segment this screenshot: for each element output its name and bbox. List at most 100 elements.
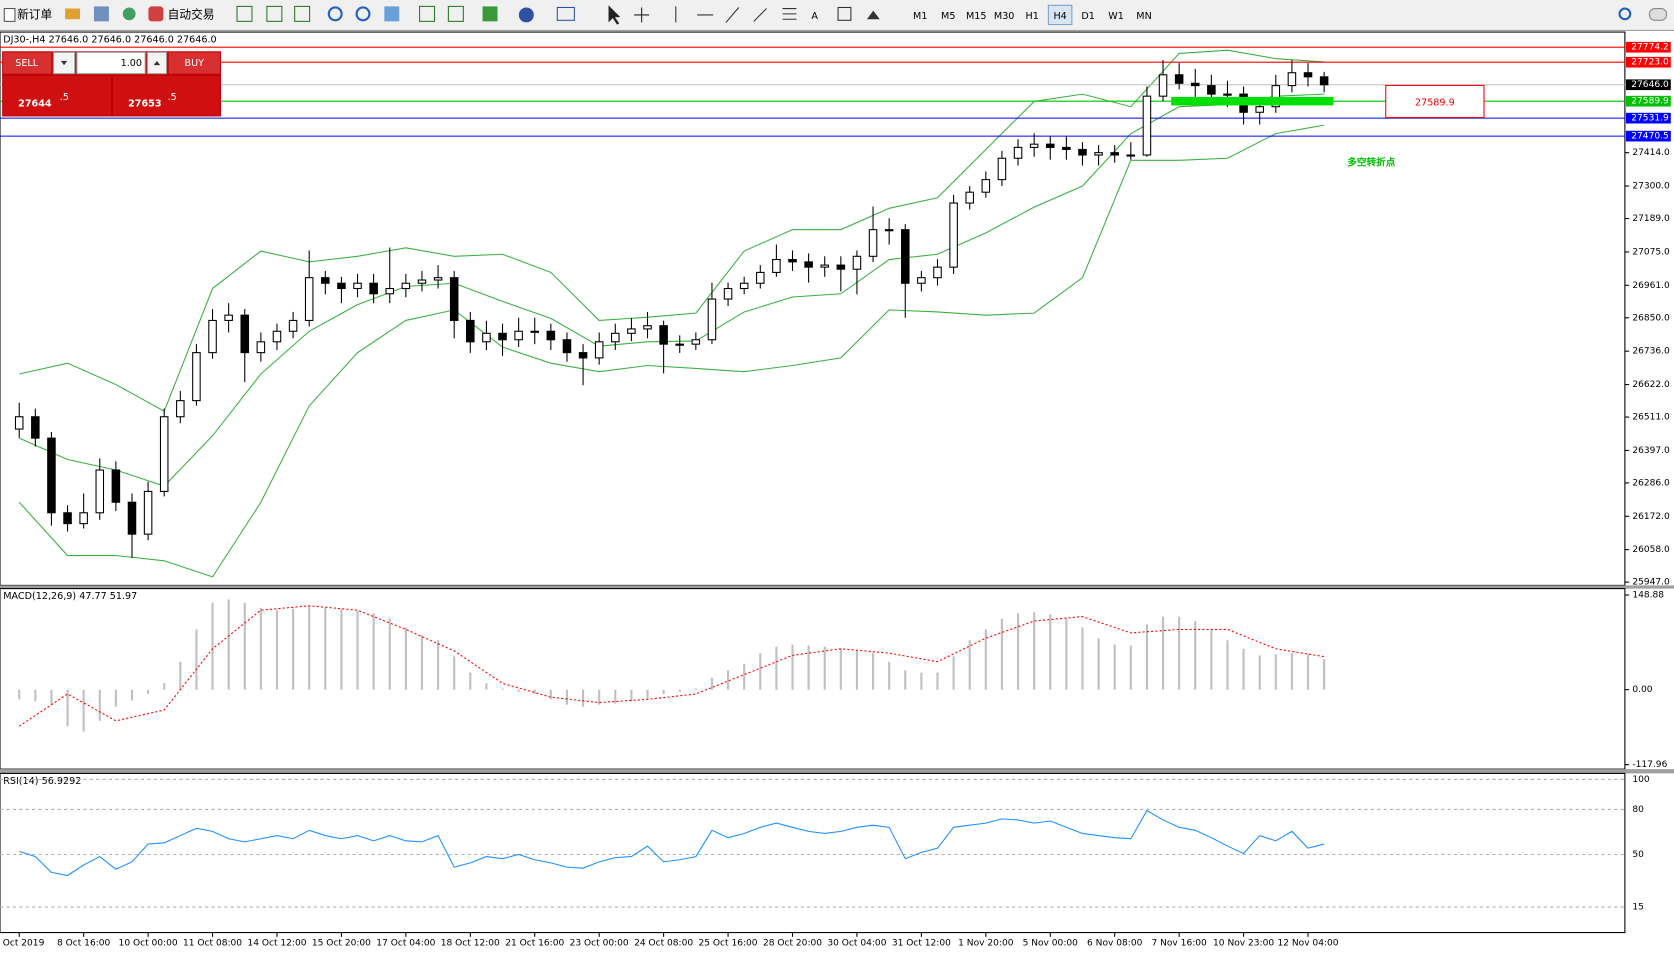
icon[interactable] xyxy=(866,10,880,20)
x-tick-label: 15 Oct 20:00 xyxy=(312,939,371,949)
x-tick-label: 28 Oct 20:00 xyxy=(763,939,822,949)
candle-body xyxy=(288,319,298,332)
icon[interactable] xyxy=(266,5,283,22)
icon[interactable] xyxy=(65,8,81,20)
x-tick-label: 17 Oct 04:00 xyxy=(376,939,435,949)
y-tick-label: 26286.0 xyxy=(1632,478,1670,488)
ask-price-pips[interactable]: .5 xyxy=(168,92,177,103)
x-tick-label: 5 Nov 00:00 xyxy=(1023,939,1079,949)
rsi-label: RSI(14) 56.9292 xyxy=(3,776,81,787)
icon[interactable] xyxy=(634,7,650,23)
x-tick-label: 24 Oct 08:00 xyxy=(634,939,693,949)
x-tick-label: 14 Oct 12:00 xyxy=(247,939,306,949)
candle-body xyxy=(31,416,40,439)
candle-body xyxy=(965,191,974,204)
icon[interactable]: A xyxy=(811,11,818,22)
buy-price-box[interactable] xyxy=(113,75,220,116)
icon[interactable] xyxy=(482,6,498,22)
timeframe[interactable]: H4 xyxy=(1053,11,1066,22)
x-tick-label: 11 Oct 08:00 xyxy=(183,939,242,949)
candle-body xyxy=(627,328,636,334)
candle-body xyxy=(1190,82,1200,87)
x-tick-label: 7 Oct 2019 xyxy=(0,939,45,949)
candle-body xyxy=(1223,93,1232,96)
candle-body xyxy=(1207,85,1216,95)
timeframe[interactable]: D1 xyxy=(1081,11,1095,22)
icon[interactable] xyxy=(518,7,534,23)
x-tick-label: 8 Oct 16:00 xyxy=(57,939,111,949)
candle-body xyxy=(272,330,282,343)
candle-body xyxy=(159,416,169,492)
candle-body xyxy=(1126,154,1136,157)
icon[interactable] xyxy=(93,6,109,22)
y-tick-label: 26511.0 xyxy=(1632,413,1670,423)
icon[interactable] xyxy=(1648,8,1668,21)
candle-body xyxy=(917,277,926,284)
y-tick-label: 26172.0 xyxy=(1632,512,1670,522)
icon[interactable] xyxy=(556,6,575,21)
y-tick-label: 27414.0 xyxy=(1632,148,1670,158)
annotation: 27589.9 xyxy=(1415,98,1455,109)
icon[interactable] xyxy=(294,5,311,22)
icon[interactable] xyxy=(1618,7,1632,21)
candle-body xyxy=(1078,148,1087,156)
timeframe[interactable]: H1 xyxy=(1025,11,1038,22)
candle-body xyxy=(1271,85,1281,108)
icon[interactable] xyxy=(355,6,371,22)
new-order[interactable]: 新订单 xyxy=(17,7,52,21)
sell-button[interactable] xyxy=(3,52,52,74)
candle-body xyxy=(240,314,250,354)
icon[interactable] xyxy=(327,6,343,22)
bid-price-pips[interactable]: .5 xyxy=(60,92,69,103)
separator xyxy=(0,585,1674,589)
candle-body xyxy=(63,512,72,525)
candle-body xyxy=(949,202,958,268)
volume-field[interactable] xyxy=(76,51,146,75)
candle-body xyxy=(1174,74,1184,84)
auto-trading[interactable]: 自动交易 xyxy=(168,7,215,21)
candle-body xyxy=(852,255,862,270)
icon[interactable] xyxy=(122,7,136,21)
sell-label[interactable]: SELL xyxy=(15,58,39,69)
icon[interactable] xyxy=(384,6,400,22)
ask-price[interactable]: 27653 xyxy=(128,99,161,110)
icon[interactable] xyxy=(3,8,16,22)
x-tick-label: 30 Oct 04:00 xyxy=(827,939,886,949)
volume[interactable]: 1.00 xyxy=(121,58,142,69)
y-tick-label: 80 xyxy=(1632,805,1644,815)
price-panel xyxy=(0,31,1626,586)
candle-body xyxy=(482,332,491,343)
buy-label[interactable]: BUY xyxy=(185,58,205,69)
candle-body xyxy=(176,400,185,418)
timeframe[interactable]: M30 xyxy=(994,11,1015,22)
timeframe[interactable]: W1 xyxy=(1108,11,1124,22)
icon xyxy=(153,60,161,66)
turning-point-bar xyxy=(1171,96,1334,106)
timeframe[interactable]: MN xyxy=(1136,11,1151,22)
macd-panel xyxy=(0,588,1626,770)
icon[interactable] xyxy=(837,6,852,21)
icon xyxy=(60,60,68,66)
timeframe[interactable]: M1 xyxy=(913,11,927,22)
icon[interactable] xyxy=(447,5,464,22)
x-tick-label: 10 Nov 23:00 xyxy=(1213,939,1274,949)
candle-body xyxy=(868,229,878,257)
candle-body xyxy=(1319,76,1329,86)
y-tick-label: 26736.0 xyxy=(1632,347,1670,357)
icon[interactable] xyxy=(148,6,164,22)
price-level-label: 27470.5 xyxy=(1631,132,1668,142)
bid-price[interactable]: 27644 xyxy=(18,99,52,110)
icon[interactable] xyxy=(608,5,621,25)
price-level-tag xyxy=(1625,41,1671,53)
icon[interactable] xyxy=(236,5,253,22)
icon[interactable] xyxy=(419,5,436,22)
icon[interactable] xyxy=(675,6,797,23)
x-tick-label: 10 Oct 00:00 xyxy=(119,939,178,949)
buy-button[interactable] xyxy=(168,52,220,74)
candle-body xyxy=(498,332,507,341)
candle-body xyxy=(933,266,942,279)
timeframe[interactable]: M5 xyxy=(941,11,955,22)
timeframe[interactable]: M15 xyxy=(966,11,987,22)
candle-body xyxy=(256,341,266,354)
sell-price-box[interactable] xyxy=(3,75,112,116)
